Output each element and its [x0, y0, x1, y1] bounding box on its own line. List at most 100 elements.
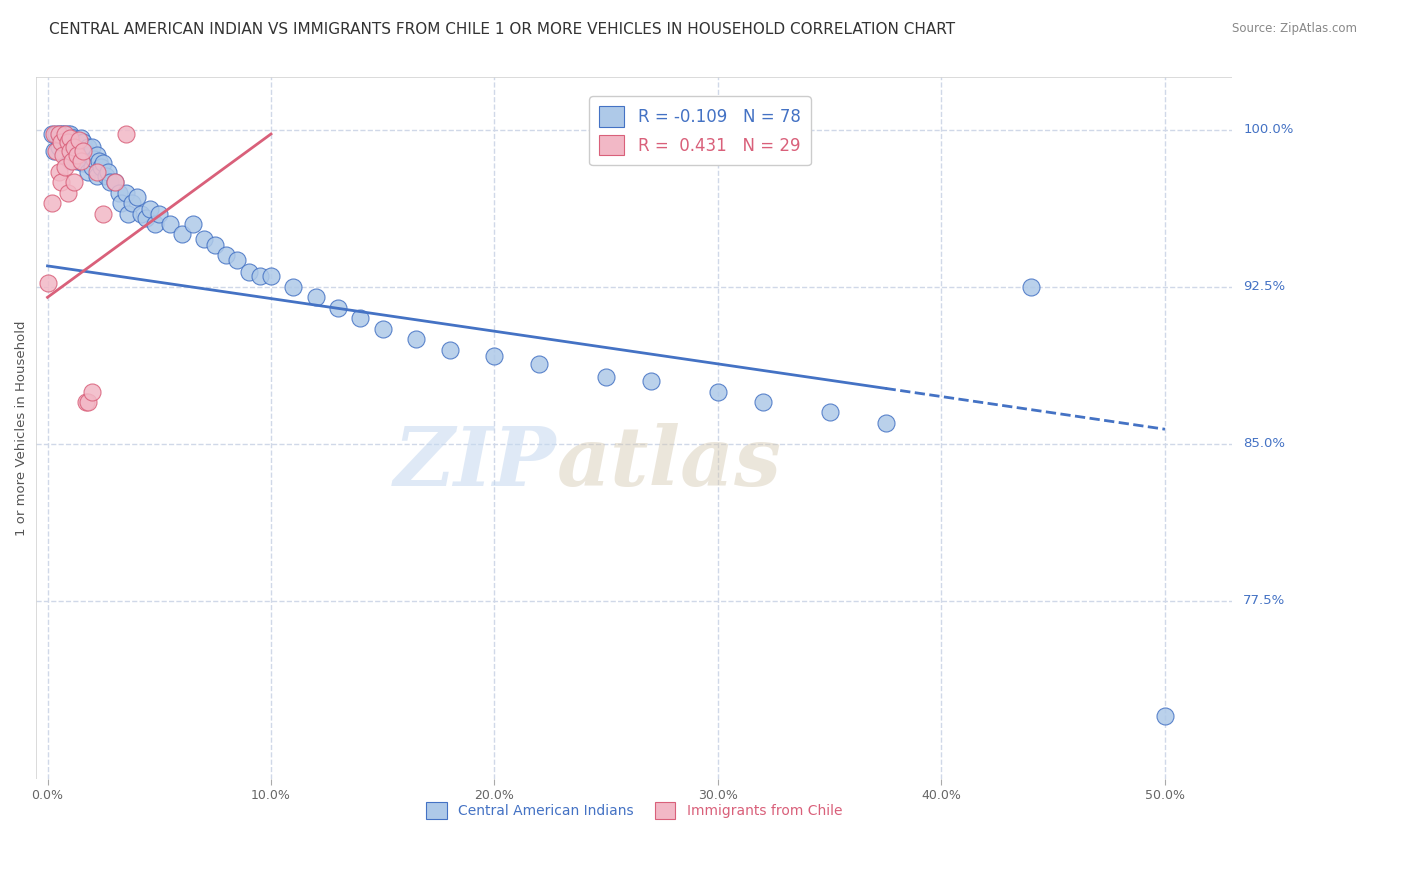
Point — [60, 148, 83, 162]
Point — [86, 169, 108, 183]
Point — [59, 154, 82, 169]
Point — [63, 152, 86, 166]
Point — [170, 227, 193, 242]
Point — [226, 252, 249, 267]
Point — [70, 154, 93, 169]
Point — [79, 148, 101, 162]
Point — [181, 217, 204, 231]
Point — [875, 416, 897, 430]
Point — [72, 136, 94, 150]
Point — [49, 175, 72, 189]
Point — [48, 164, 70, 178]
Point — [143, 217, 166, 231]
Point — [75, 395, 97, 409]
Point — [1019, 280, 1042, 294]
Text: atlas: atlas — [557, 423, 782, 503]
Point — [52, 127, 75, 141]
Point — [59, 144, 82, 158]
Point — [125, 190, 148, 204]
Text: 77.5%: 77.5% — [1243, 594, 1285, 607]
Point — [48, 139, 70, 153]
Point — [114, 127, 136, 141]
Point — [238, 265, 260, 279]
Point — [326, 301, 349, 315]
Point — [159, 217, 181, 231]
Point — [56, 127, 79, 141]
Point — [49, 136, 72, 150]
Point — [371, 322, 394, 336]
Point — [76, 395, 98, 409]
Text: ZIP: ZIP — [394, 423, 557, 503]
Point — [439, 343, 461, 357]
Point — [75, 144, 97, 158]
Point — [131, 206, 153, 220]
Point — [103, 175, 125, 189]
Point — [72, 156, 94, 170]
Point — [48, 127, 70, 141]
Point — [52, 148, 75, 162]
Point — [260, 269, 283, 284]
Point — [63, 175, 86, 189]
Y-axis label: 1 or more Vehicles in Household: 1 or more Vehicles in Household — [15, 320, 28, 536]
Point — [55, 148, 77, 162]
Point — [70, 148, 93, 162]
Point — [818, 405, 841, 419]
Point — [751, 395, 773, 409]
Point — [110, 196, 132, 211]
Point — [76, 139, 98, 153]
Point — [87, 154, 110, 169]
Point — [45, 144, 67, 158]
Point — [1154, 709, 1177, 723]
Point — [48, 127, 70, 141]
Point — [65, 148, 87, 162]
Point — [72, 144, 94, 158]
Point — [59, 139, 82, 153]
Point — [76, 164, 98, 178]
Text: 85.0%: 85.0% — [1243, 437, 1285, 450]
Point — [44, 144, 66, 158]
Point — [67, 139, 90, 153]
Point — [60, 154, 83, 169]
Point — [59, 127, 82, 141]
Point — [56, 186, 79, 200]
Point — [86, 148, 108, 162]
Point — [640, 374, 662, 388]
Point — [215, 248, 238, 262]
Point — [63, 131, 86, 145]
Point — [97, 164, 120, 178]
Point — [114, 186, 136, 200]
Text: 92.5%: 92.5% — [1243, 280, 1285, 293]
Point — [65, 136, 87, 150]
Text: Source: ZipAtlas.com: Source: ZipAtlas.com — [1232, 22, 1357, 36]
Point — [108, 186, 131, 200]
Point — [60, 131, 83, 145]
Point — [86, 164, 108, 178]
Point — [283, 280, 305, 294]
Point — [121, 196, 143, 211]
Point — [41, 127, 63, 141]
Point — [55, 127, 77, 141]
Point — [59, 131, 82, 145]
Text: 100.0%: 100.0% — [1243, 123, 1294, 136]
Point — [707, 384, 730, 399]
Point — [70, 131, 93, 145]
Point — [56, 136, 79, 150]
Point — [82, 139, 104, 153]
Point — [193, 232, 215, 246]
Point — [41, 196, 63, 211]
Point — [55, 127, 77, 141]
Point — [139, 202, 162, 217]
Point — [148, 206, 170, 220]
Point — [44, 127, 66, 141]
Point — [67, 133, 90, 147]
Point — [65, 154, 87, 169]
Legend: Central American Indians, Immigrants from Chile: Central American Indians, Immigrants fro… — [420, 797, 848, 824]
Point — [405, 332, 427, 346]
Point — [349, 311, 371, 326]
Point — [93, 156, 115, 170]
Point — [595, 370, 617, 384]
Point — [98, 175, 121, 189]
Point — [49, 127, 72, 141]
Point — [63, 139, 86, 153]
Point — [55, 161, 77, 175]
